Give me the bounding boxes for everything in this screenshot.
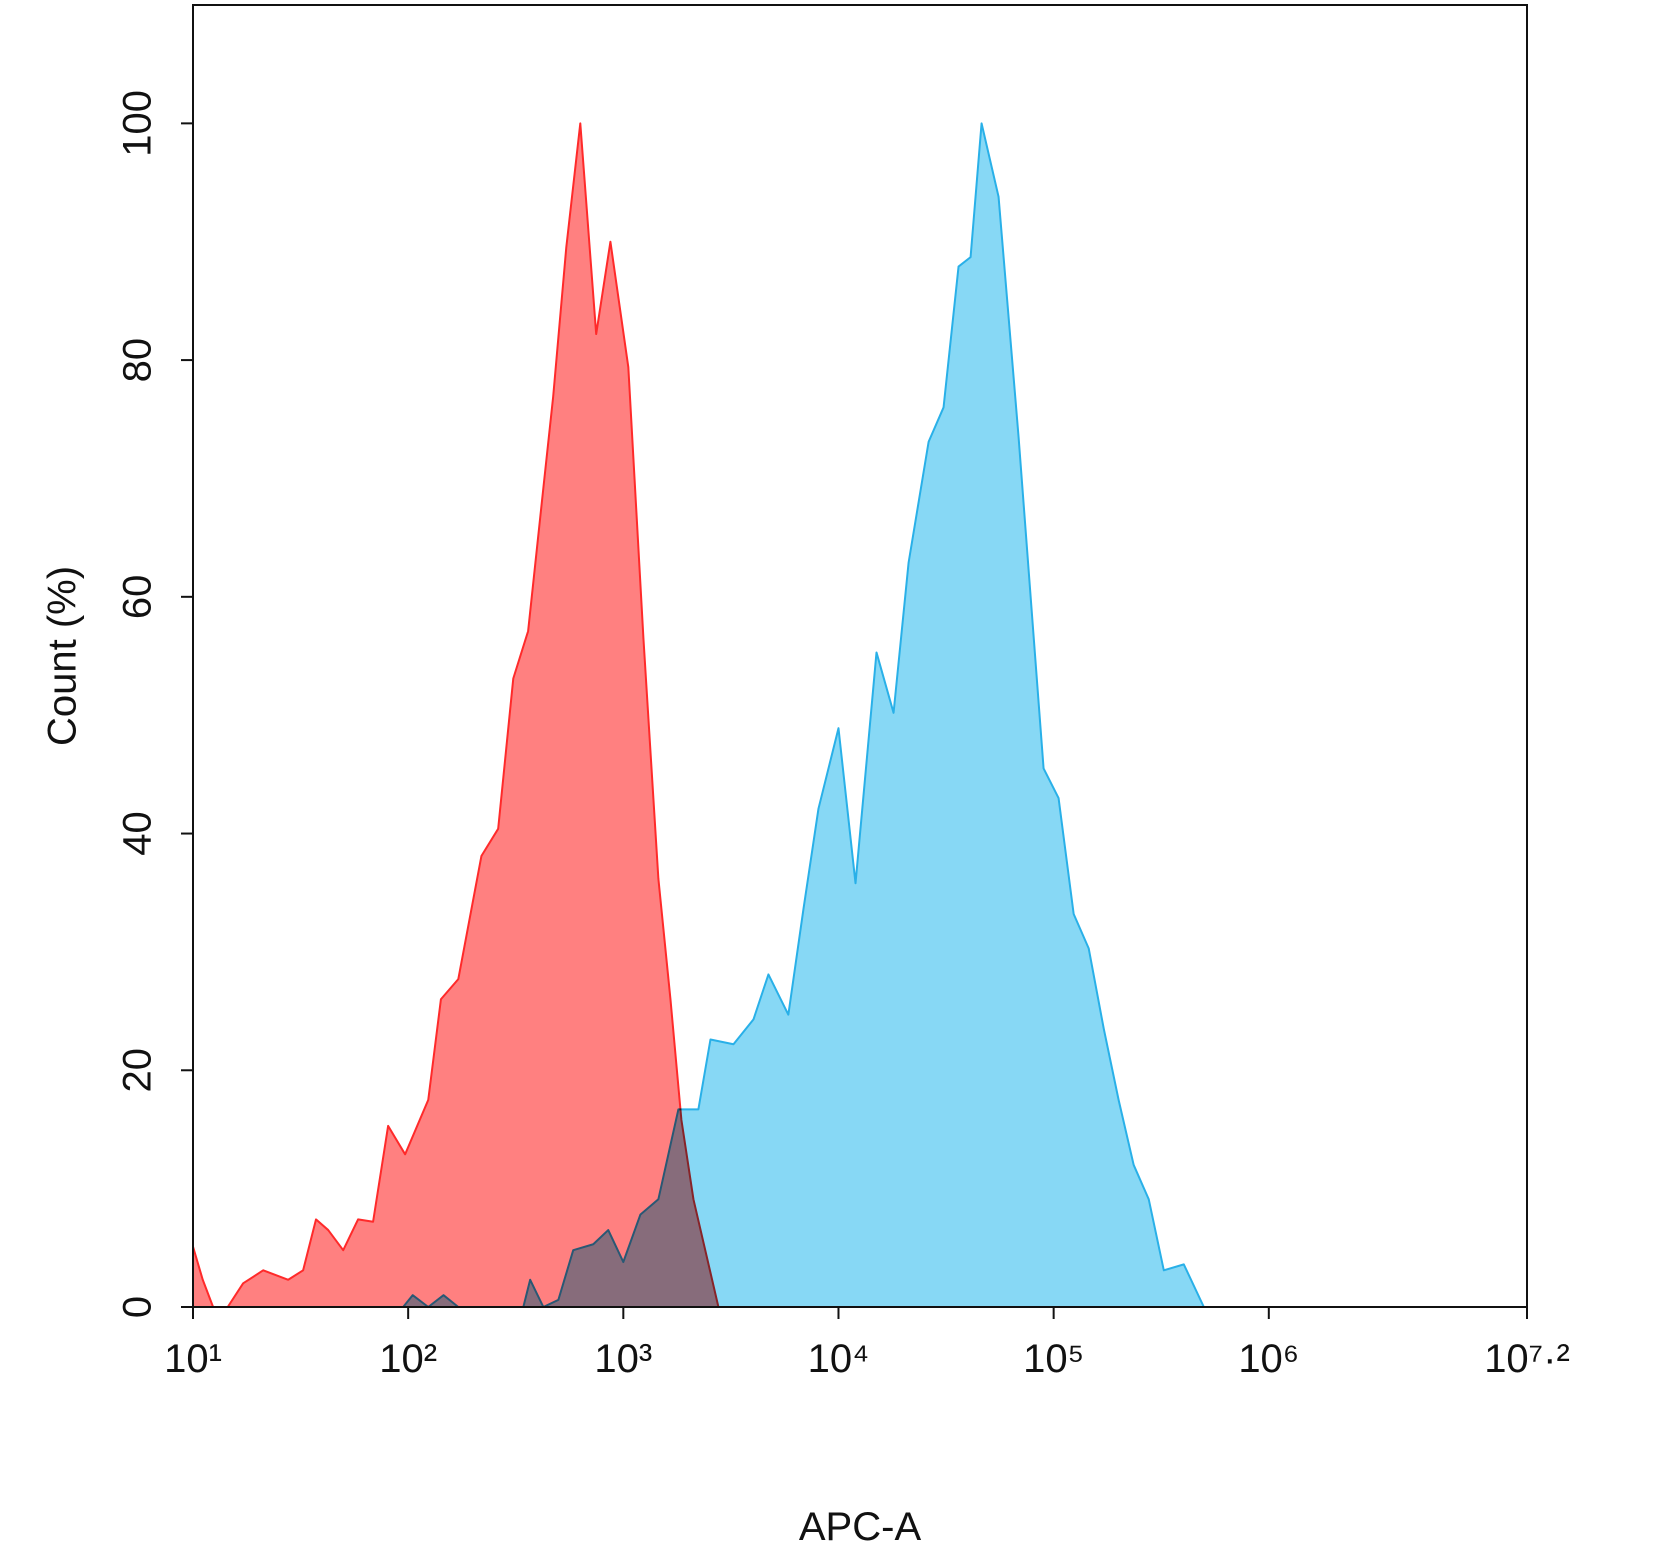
plot-frame [192, 4, 1528, 1308]
y-tick-label: 20 [116, 1048, 160, 1093]
x-axis-label: APC-A [799, 1505, 922, 1549]
x-tick-label: 10⁶ [1238, 1337, 1299, 1381]
y-tick-label: 100 [116, 90, 160, 157]
x-tick-label: 10¹ [164, 1337, 222, 1381]
y-tick-label: 40 [116, 811, 160, 856]
x-tick-label: 10⁷·² [1484, 1337, 1570, 1381]
x-tick-label: 10³ [594, 1337, 652, 1381]
histogram-area [192, 122, 720, 1308]
y-tick-label: 60 [116, 575, 160, 620]
y-tick-label: 80 [116, 338, 160, 383]
x-tick-label: 10⁴ [808, 1337, 870, 1381]
y-axis-label: Count (%) [41, 566, 85, 746]
x-tick-label: 10⁵ [1023, 1337, 1084, 1381]
x-tick-label: 10² [379, 1337, 437, 1381]
y-tick-label: 0 [116, 1296, 160, 1318]
